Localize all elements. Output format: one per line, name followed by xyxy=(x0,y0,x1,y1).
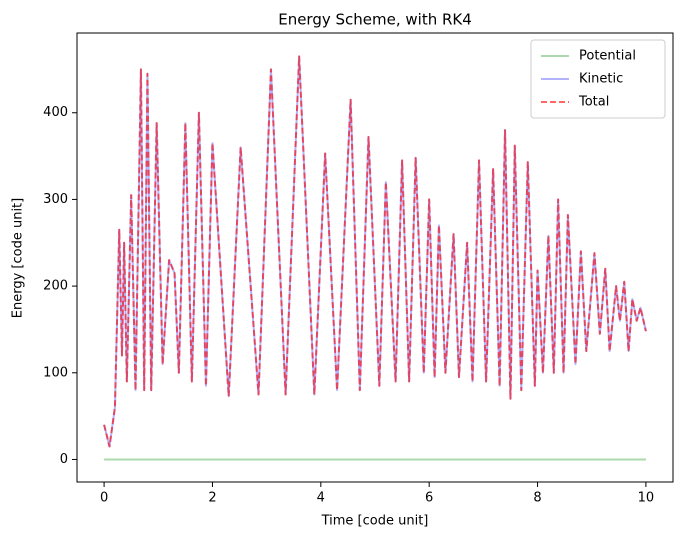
chart-title: Energy Scheme, with RK4 xyxy=(278,11,472,29)
x-axis-label: Time [code unit] xyxy=(321,514,429,529)
legend-box xyxy=(530,39,666,119)
x-tick-label: 4 xyxy=(317,491,325,506)
plot-frame xyxy=(76,32,674,483)
x-tick-label: 0 xyxy=(100,491,108,506)
series-line xyxy=(103,55,647,448)
y-tick-label: 400 xyxy=(43,105,68,120)
legend-label: Total xyxy=(578,95,609,110)
y-tick-label: 100 xyxy=(43,365,68,380)
y-tick-label: 0 xyxy=(60,452,68,467)
x-tick-label: 6 xyxy=(425,491,433,506)
y-axis-label: Energy [code unit] xyxy=(11,198,26,318)
legend-label: Kinetic xyxy=(579,72,623,87)
legend-label: Potential xyxy=(579,49,636,64)
y-tick-label: 300 xyxy=(43,192,68,207)
x-tick-label: 8 xyxy=(533,491,541,506)
x-tick-label: 10 xyxy=(638,491,655,506)
x-tick-label: 2 xyxy=(208,491,216,506)
y-tick-label: 200 xyxy=(43,279,68,294)
